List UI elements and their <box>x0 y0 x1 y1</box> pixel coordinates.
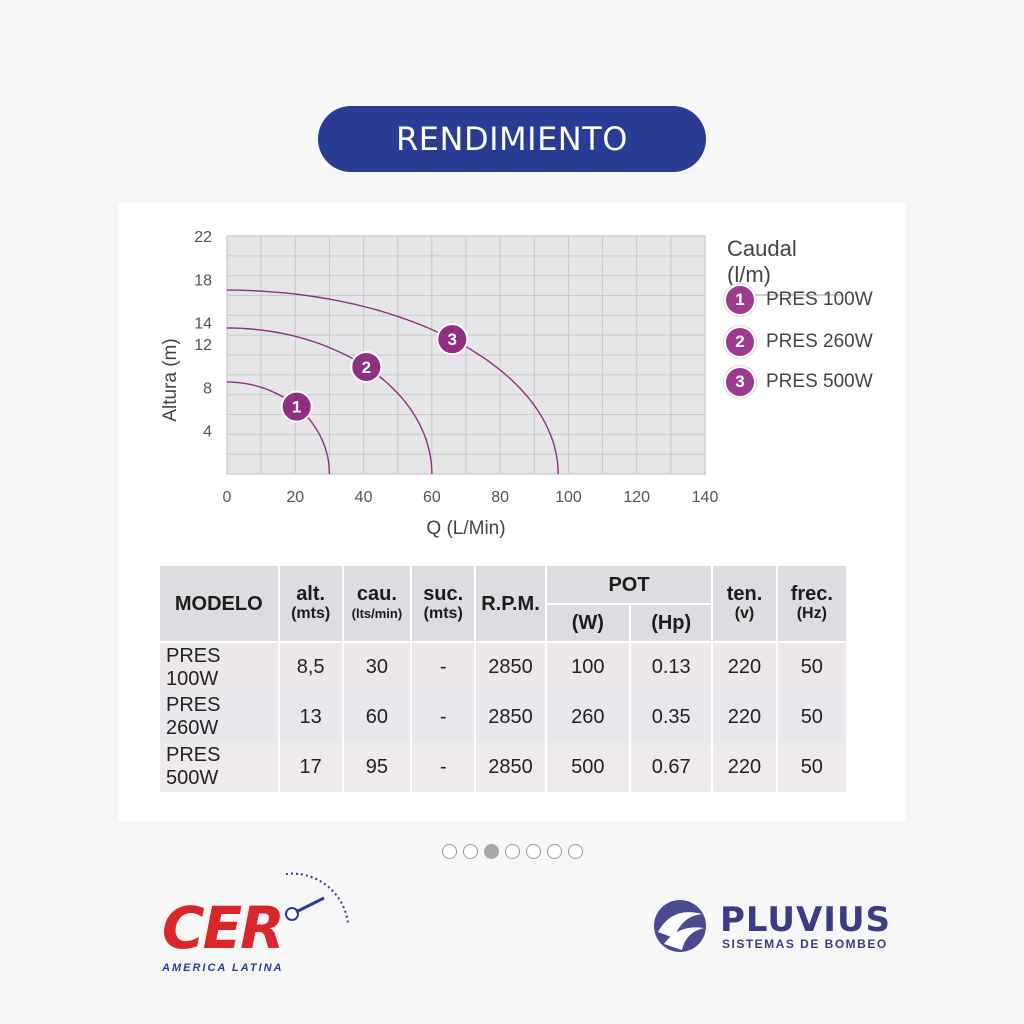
carousel-dot[interactable] <box>568 844 583 859</box>
y-tick-label: 12 <box>194 337 212 354</box>
legend-item-pres-100w: 1 PRES 100W <box>724 284 873 316</box>
cell-pot-w: 500 <box>545 742 632 792</box>
y-tick-label: 4 <box>203 424 212 441</box>
cell-alt: 13 <box>278 692 344 742</box>
carousel-dot[interactable] <box>463 844 478 859</box>
y-tick-label: 18 <box>194 272 212 289</box>
legend-label: PRES 260W <box>766 331 873 352</box>
cell-rpm: 2850 <box>475 642 547 692</box>
cer-logo <box>285 872 349 925</box>
y-axis-title: Altura (m) <box>160 338 181 421</box>
header-cau: cau. (lts/min) <box>342 566 413 643</box>
cell-pot-hp: 0.13 <box>630 642 714 692</box>
x-tick-label: 20 <box>286 489 304 506</box>
series-marker-label: 1 <box>292 398 301 417</box>
carousel-dot[interactable] <box>484 844 499 859</box>
cell-pot-hp: 0.35 <box>630 692 714 742</box>
cell-rpm: 2850 <box>475 692 547 742</box>
legend-item-pres-260w: 2 PRES 260W <box>724 326 873 358</box>
cell-frec: 50 <box>776 742 849 792</box>
cell-cau: 95 <box>342 742 413 792</box>
rendimiento-banner: RENDIMIENTO <box>318 106 706 172</box>
header-pot-w: (W) <box>545 604 632 643</box>
legend-label: PRES 100W <box>766 289 873 310</box>
cell-frec: 50 <box>776 692 849 742</box>
cell-pot-w: 260 <box>545 692 632 742</box>
carousel-dots <box>442 844 583 859</box>
series-marker-label: 3 <box>448 330 457 349</box>
x-tick-label: 120 <box>623 489 650 506</box>
x-tick-label: 0 <box>223 489 232 506</box>
cell-ten: 220 <box>712 742 778 792</box>
cell-suc: - <box>411 692 477 742</box>
x-tick-label: 60 <box>423 489 441 506</box>
cell-alt: 17 <box>278 742 344 792</box>
pluvius-logo-text: PLUVIUS <box>720 900 892 940</box>
cell-cau: 30 <box>342 642 413 692</box>
cell-ten: 220 <box>712 692 778 742</box>
table-row: PRES 500W 17 95 - 2850 500 0.67 220 50 <box>160 742 849 792</box>
series-marker-1 <box>280 390 313 423</box>
header-frec: frec. (Hz) <box>776 566 849 643</box>
carousel-dot[interactable] <box>442 844 457 859</box>
gauge-icon <box>285 872 349 925</box>
x-tick-label: 100 <box>555 489 582 506</box>
spec-table: MODELO alt. (mts) cau. (lts/min) suc. (mts)… <box>160 566 849 792</box>
table-row: PRES 100W 8,5 30 - 2850 100 0.13 220 50 <box>160 642 849 692</box>
cell-frec: 50 <box>776 642 849 692</box>
cell-model: PRES 500W <box>160 742 280 792</box>
cell-pot-hp: 0.67 <box>630 742 714 792</box>
table-row: PRES 260W 13 60 - 2850 260 0.35 220 50 <box>160 692 849 742</box>
cell-model: PRES 260W <box>160 692 280 742</box>
cer-logo-text: CER <box>162 894 285 962</box>
cell-ten: 220 <box>712 642 778 692</box>
pluvius-logo-subtitle: SISTEMAS DE BOMBEO <box>722 937 888 951</box>
header-pot: POT <box>545 566 714 605</box>
header-rpm: R.P.M. <box>475 566 547 643</box>
legend-marker-1: 1 <box>724 284 756 316</box>
cell-alt: 8,5 <box>278 642 344 692</box>
header-ten: ten. (v) <box>712 566 778 643</box>
carousel-dot[interactable] <box>547 844 562 859</box>
pluvius-swirl-icon <box>654 900 706 952</box>
cell-model: PRES 100W <box>160 642 280 692</box>
header-pot-hp: (Hp) <box>630 604 714 643</box>
cell-suc: - <box>411 742 477 792</box>
cell-suc: - <box>411 642 477 692</box>
legend-item-pres-500w: 3 PRES 500W <box>724 366 873 398</box>
cell-cau: 60 <box>342 692 413 742</box>
carousel-dot[interactable] <box>505 844 520 859</box>
x-tick-label: 40 <box>355 489 373 506</box>
legend-label: PRES 500W <box>766 371 873 392</box>
cell-pot-w: 100 <box>545 642 632 692</box>
series-marker-label: 2 <box>362 358 371 377</box>
y-tick-label: 14 <box>194 316 212 333</box>
x-axis-title: Q (L/Min) <box>426 518 505 539</box>
x-tick-label: 80 <box>491 489 509 506</box>
series-marker-2 <box>350 350 383 383</box>
legend-marker-2: 2 <box>724 326 756 358</box>
y-tick-label: 22 <box>194 229 212 246</box>
legend-title: Caudal (l/m) <box>727 236 843 296</box>
header-suc: suc. (mts) <box>411 566 477 643</box>
y-tick-label: 8 <box>203 380 212 397</box>
carousel-dot[interactable] <box>526 844 541 859</box>
legend-marker-3: 3 <box>724 366 756 398</box>
cer-logo-subtitle: AMERICA LATINA <box>162 962 284 974</box>
series-marker-3 <box>436 323 469 356</box>
header-modelo: MODELO <box>160 566 280 643</box>
cell-rpm: 2850 <box>475 742 547 792</box>
header-alt: alt. (mts) <box>278 566 344 643</box>
x-tick-label: 140 <box>692 489 719 506</box>
